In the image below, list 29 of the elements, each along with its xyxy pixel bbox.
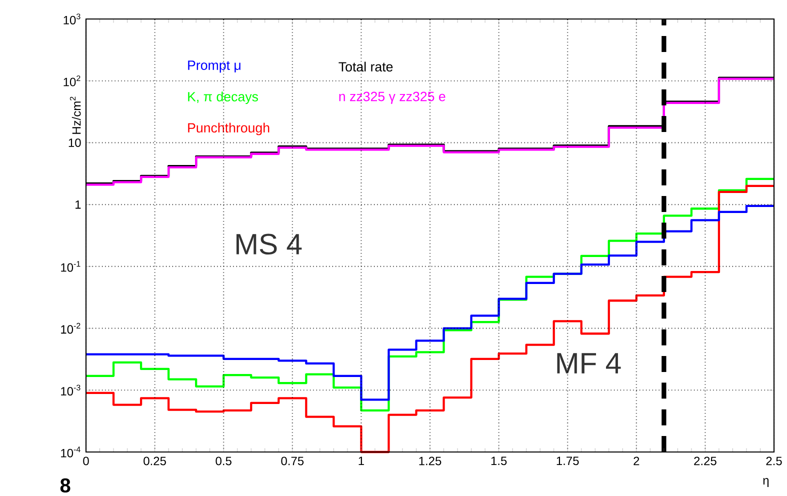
x-tick-label: 1.25	[419, 456, 442, 466]
y-tick-label: 1	[76, 200, 81, 209]
x-tick-label: 1.75	[556, 456, 579, 466]
text: Punchthrough	[188, 122, 270, 136]
text: 8	[60, 478, 70, 493]
x-tick-label: 2	[634, 456, 640, 466]
x-tick-label: 1	[358, 456, 364, 465]
y-axis-title: Hz/cm$^{2}$	[70, 96, 81, 134]
annotation: MF 4	[557, 353, 621, 374]
y-tick-label: 10	[68, 138, 81, 147]
text: n zz325 γ zz325 e	[339, 92, 446, 104]
y-tick-label: 10$^{-3}$	[61, 384, 80, 396]
text: Total rate	[338, 62, 393, 72]
text: K, π decays	[188, 92, 258, 104]
y-tick-label: 10$^{-4}$	[61, 446, 80, 458]
annotation: MS 4	[236, 234, 302, 255]
x-tick-label: 0	[83, 456, 89, 466]
y-tick-label: 10$^{-1}$	[61, 261, 80, 272]
x-tick-label: 0.5	[216, 456, 232, 466]
x-tick-label: 1.5	[491, 456, 507, 466]
x-tick-label: 2.25	[694, 456, 716, 466]
y-tick-label: 10$^{-2}$	[61, 322, 80, 334]
x-axis-title: η	[763, 478, 769, 487]
text: Prompt μ	[188, 60, 240, 73]
y-tick-label: 10$^{3}$	[64, 14, 80, 24]
y-tick-label: 10$^{2}$	[64, 75, 80, 86]
x-tick-label: 2.5	[766, 456, 782, 466]
x-tick-label: 0.75	[281, 456, 304, 466]
x-tick-label: 0.25	[144, 456, 166, 466]
